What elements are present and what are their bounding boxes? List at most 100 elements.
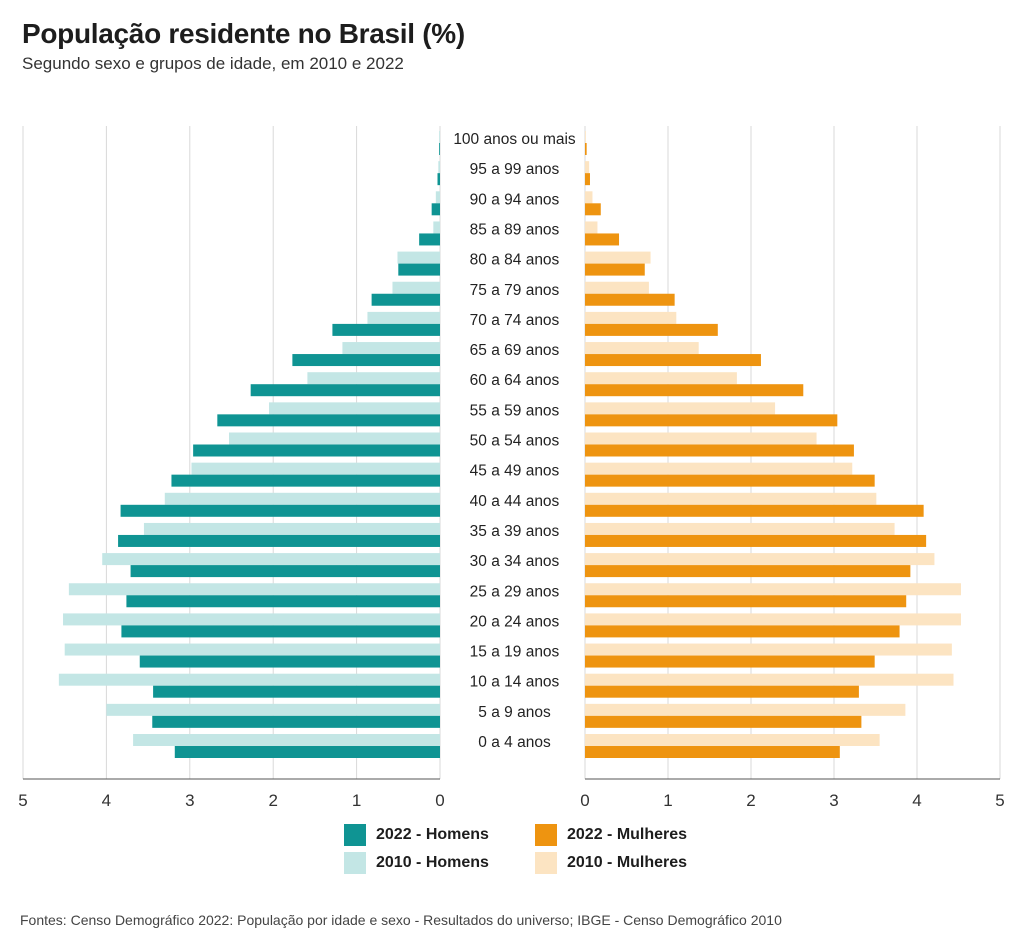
bar-men-2022 bbox=[171, 474, 440, 487]
bar-women-2022 bbox=[585, 414, 838, 427]
bar-men-2010 bbox=[307, 372, 440, 385]
bar-women-2022 bbox=[585, 173, 590, 186]
x-tick-label-left: 5 bbox=[18, 791, 27, 810]
legend-label-women-2010: 2010 - Mulheres bbox=[567, 854, 688, 871]
bar-men-2010 bbox=[164, 492, 440, 505]
bar-men-2022 bbox=[152, 715, 440, 728]
age-group-label: 75 a 79 anos bbox=[470, 282, 560, 299]
bar-women-2010 bbox=[585, 613, 961, 626]
bar-men-2022 bbox=[371, 293, 440, 306]
age-group-label: 0 a 4 anos bbox=[478, 734, 551, 751]
bar-men-2022 bbox=[217, 414, 440, 427]
x-tick-label-right: 2 bbox=[746, 791, 755, 810]
age-group-label: 65 a 69 anos bbox=[470, 342, 560, 359]
bar-women-2010 bbox=[585, 673, 954, 686]
legend-item-women-2010: 2010 - Mulheres bbox=[535, 852, 687, 874]
age-group-label: 35 a 39 anos bbox=[470, 523, 560, 540]
bar-women-2010 bbox=[585, 402, 776, 415]
x-tick-label-right: 3 bbox=[829, 791, 838, 810]
bar-men-2010 bbox=[438, 161, 440, 174]
source-note: Fontes: Censo Demográfico 2022: Populaçã… bbox=[20, 912, 782, 928]
bar-women-2022 bbox=[585, 565, 911, 578]
age-group-label: 95 a 99 anos bbox=[470, 161, 560, 178]
legend-swatch-men-2010 bbox=[344, 852, 366, 874]
bar-women-2010 bbox=[585, 251, 651, 264]
age-group-label: 55 a 59 anos bbox=[470, 402, 560, 419]
bar-women-2022 bbox=[585, 625, 900, 638]
legend-label-men-2022: 2022 - Homens bbox=[376, 826, 489, 843]
bar-men-2010 bbox=[68, 583, 441, 596]
bar-men-2022 bbox=[419, 233, 440, 246]
bar-women-2010 bbox=[585, 583, 961, 596]
legend-label-women-2022: 2022 - Mulheres bbox=[567, 826, 688, 843]
bar-women-2010 bbox=[585, 553, 935, 566]
legend-swatch-women-2010 bbox=[535, 852, 557, 874]
x-tick-label-left: 2 bbox=[268, 791, 277, 810]
bar-women-2010 bbox=[585, 462, 853, 475]
bar-men-2010 bbox=[191, 462, 440, 475]
bar-women-2022 bbox=[585, 715, 862, 728]
age-group-label: 90 a 94 anos bbox=[470, 191, 560, 208]
x-tick-label-right: 5 bbox=[995, 791, 1004, 810]
x-tick-label-left: 3 bbox=[185, 791, 194, 810]
bar-men-2022 bbox=[193, 444, 440, 457]
bar-women-2010 bbox=[585, 191, 593, 204]
age-group-label: 80 a 84 anos bbox=[470, 252, 560, 269]
bar-men-2022 bbox=[153, 685, 440, 698]
population-pyramid-chart: 0 0 1 1 2 2 3 3 4 4 5 5 100 anos ou mais 95 a 99 anos… bbox=[18, 126, 1005, 810]
bar-women-2022 bbox=[585, 203, 601, 216]
bar-women-2022 bbox=[585, 655, 875, 668]
bar-women-2010 bbox=[585, 281, 649, 294]
age-group-label: 30 a 34 anos bbox=[470, 553, 560, 570]
legend-swatch-women-2022 bbox=[535, 824, 557, 846]
legend-swatch-men-2022 bbox=[344, 824, 366, 846]
chart-subtitle: Segundo sexo e grupos de idade, em 2010 … bbox=[22, 54, 404, 73]
age-group-label: 5 a 9 anos bbox=[478, 704, 551, 721]
age-group-label: 20 a 24 anos bbox=[470, 613, 560, 630]
bar-men-2010 bbox=[342, 342, 440, 355]
bar-men-2022 bbox=[118, 534, 441, 547]
bar-men-2010 bbox=[269, 402, 440, 415]
age-group-label: 15 a 19 anos bbox=[470, 644, 560, 661]
bar-men-2010 bbox=[228, 432, 440, 445]
bar-women-2022 bbox=[585, 143, 587, 155]
legend-label-men-2010: 2010 - Homens bbox=[376, 854, 489, 871]
legend-item-men-2010: 2010 - Homens bbox=[344, 852, 489, 874]
age-group-label: 25 a 29 anos bbox=[470, 583, 560, 600]
bar-men-2010 bbox=[64, 643, 440, 656]
age-group-label: 40 a 44 anos bbox=[470, 493, 560, 510]
bar-men-2010 bbox=[133, 734, 440, 746]
bar-men-2010 bbox=[143, 522, 440, 535]
age-group-label: 45 a 49 anos bbox=[470, 463, 560, 480]
age-group-label: 60 a 64 anos bbox=[470, 372, 560, 389]
bar-men-2022 bbox=[437, 173, 440, 186]
legend-item-men-2022: 2022 - Homens bbox=[344, 824, 489, 846]
bar-women-2022 bbox=[585, 685, 859, 698]
bar-men-2010 bbox=[106, 703, 441, 716]
bar-men-2010 bbox=[58, 673, 440, 686]
x-tick-label-left: 0 bbox=[435, 791, 444, 810]
bar-women-2022 bbox=[585, 263, 645, 276]
bar-women-2022 bbox=[585, 474, 875, 487]
bar-men-2022 bbox=[120, 504, 440, 517]
bar-men-2022 bbox=[174, 746, 440, 758]
bar-men-2022 bbox=[250, 384, 440, 397]
bar-men-2010 bbox=[102, 553, 440, 566]
bar-women-2010 bbox=[585, 372, 737, 385]
bar-men-2022 bbox=[121, 625, 441, 638]
bar-women-2022 bbox=[585, 504, 924, 517]
bar-women-2022 bbox=[585, 233, 620, 246]
age-group-label: 10 a 14 anos bbox=[470, 674, 560, 691]
bar-women-2010 bbox=[585, 432, 817, 445]
chart-title: População residente no Brasil (%) bbox=[22, 18, 465, 49]
bar-women-2010 bbox=[585, 734, 880, 746]
bar-women-2022 bbox=[585, 595, 907, 608]
bar-men-2022 bbox=[332, 323, 440, 336]
bar-women-2022 bbox=[585, 746, 840, 758]
legend-item-women-2022: 2022 - Mulheres bbox=[535, 824, 687, 846]
bar-women-2010 bbox=[585, 643, 952, 656]
bar-women-2010 bbox=[585, 522, 895, 535]
bar-women-2010 bbox=[585, 342, 699, 355]
bar-women-2022 bbox=[585, 534, 927, 547]
bar-women-2010 bbox=[585, 703, 906, 716]
